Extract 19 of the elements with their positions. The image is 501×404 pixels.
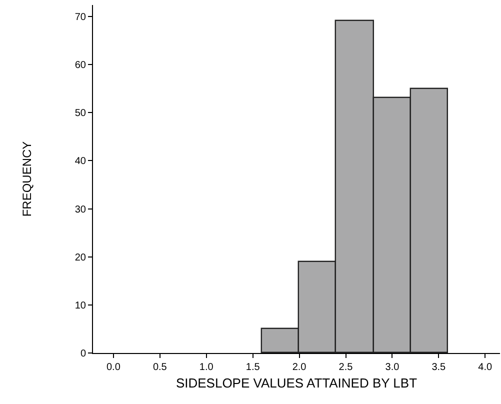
y-axis-title: FREQUENCY <box>20 141 34 217</box>
y-tick-label: 0 <box>80 348 86 360</box>
y-tick-label: 40 <box>74 156 86 168</box>
y-tick-label: 30 <box>74 204 86 216</box>
x-tick-label: 1.5 <box>246 362 260 373</box>
y-tick-label: 10 <box>74 300 86 312</box>
x-tick-label: 3.5 <box>432 362 446 373</box>
x-tick-label: 0.5 <box>152 362 168 373</box>
x-tick-label: 4.0 <box>478 362 493 373</box>
x-tick-label: 0.0 <box>106 362 121 373</box>
y-tick-label: 50 <box>74 108 86 120</box>
x-tick-label: 1.0 <box>199 362 214 373</box>
y-tick-label: 70 <box>74 12 86 24</box>
x-axis-title: SIDESLOPE VALUES ATTAINED BY LBT <box>176 376 418 391</box>
x-tick-label: 2.0 <box>292 362 307 373</box>
y-tick-label: 60 <box>74 60 86 72</box>
x-tick-label: 2.5 <box>338 362 354 373</box>
x-tick-label: 3.0 <box>385 362 400 373</box>
y-tick-label: 20 <box>74 252 86 264</box>
